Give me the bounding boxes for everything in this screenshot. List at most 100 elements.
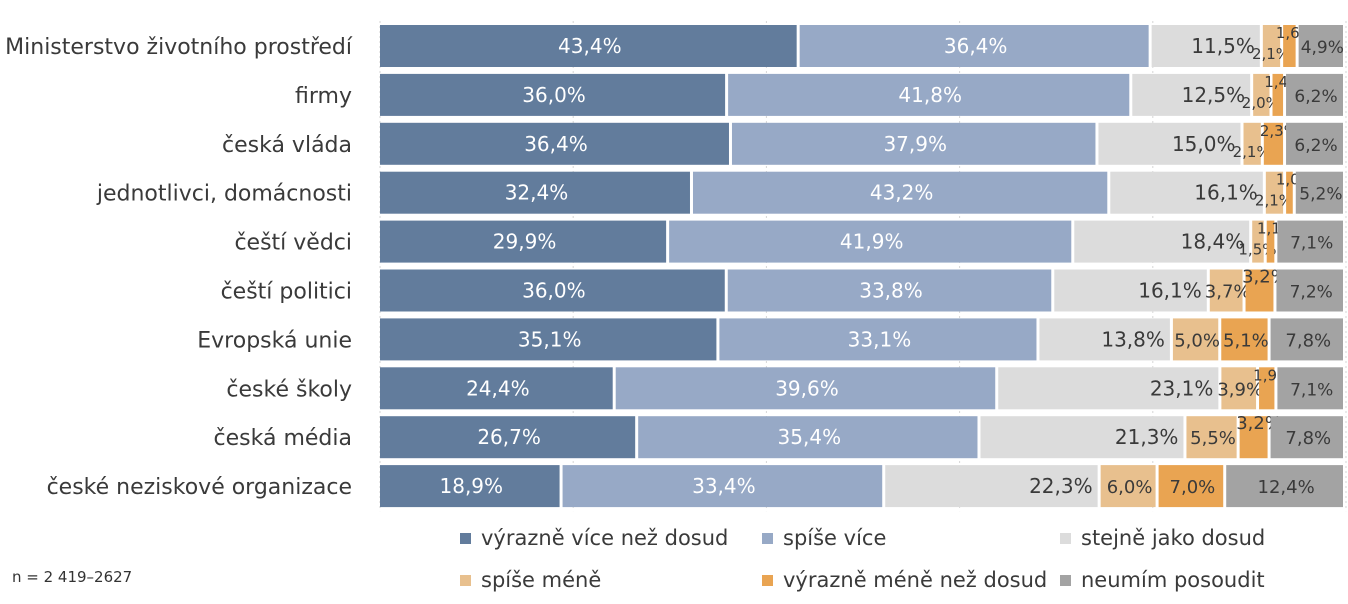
data-label-s5-r3: 5,2% [1299, 185, 1342, 205]
bar-s5-r3 [1295, 171, 1343, 214]
bar-s2-r4 [1074, 220, 1250, 263]
data-label-s0-r1: 36,0% [522, 83, 586, 107]
data-label-s4-r6: 5,1% [1223, 330, 1269, 351]
bar-s5-r1 [1286, 73, 1343, 116]
bar-s3-r9 [1100, 465, 1156, 508]
data-label-s0-r9: 18,9% [440, 474, 504, 498]
legend-swatch-0 [460, 532, 471, 544]
category-label-0: Ministerstvo životního prostředí [5, 35, 353, 60]
category-label-8: česká média [214, 426, 352, 451]
bar-s1-r0 [799, 25, 1149, 67]
bar-s3-r7 [1221, 367, 1257, 410]
sample-size-note: n = 2 419–2627 [12, 568, 133, 586]
bar-s0-r9 [380, 465, 560, 508]
bar-s0-r7 [380, 367, 613, 410]
bar-s1-r3 [692, 171, 1108, 214]
data-label-s5-r8: 7,8% [1285, 428, 1331, 449]
bar-s3-r6 [1172, 318, 1219, 361]
bar-s5-r7 [1277, 367, 1343, 410]
data-label-s2-r6: 13,8% [1101, 327, 1165, 351]
bar-s0-r4 [380, 220, 667, 263]
bar-s4-r9 [1158, 465, 1224, 508]
data-label-s0-r8: 26,7% [477, 425, 541, 449]
data-label-s2-r4: 18,4% [1181, 230, 1245, 254]
bar-s3-r5 [1209, 269, 1243, 312]
legend-swatch-5 [1060, 574, 1071, 586]
legend-item-4: výrazně méně než dosud [762, 566, 1047, 594]
bar-s1-r6 [719, 318, 1037, 361]
legend-item-2: stejně jako dosud [1060, 524, 1265, 552]
data-label-s0-r4: 29,9% [493, 230, 557, 254]
legend-item-0: výrazně více než dosud [460, 524, 728, 552]
bar-s2-r1 [1132, 73, 1251, 116]
category-label-4: čeští vědci [234, 231, 352, 256]
bar-s0-r1 [380, 73, 726, 116]
bar-s2-r3 [1110, 171, 1263, 214]
category-label-5: čeští politici [221, 280, 352, 305]
data-label-s0-r0: 43,4% [558, 34, 622, 58]
bar-s2-r6 [1039, 318, 1170, 361]
data-label-s4-r9: 7,0% [1170, 477, 1216, 498]
bar-s4-r7 [1259, 367, 1275, 410]
data-label-s3-r2: 2,1% [1233, 143, 1271, 161]
bar-s2-r5 [1054, 269, 1207, 312]
bar-s1-r9 [562, 465, 883, 508]
data-label-s1-r2: 37,9% [883, 132, 947, 156]
bar-s1-r7 [615, 367, 996, 410]
legend-swatch-1 [762, 532, 773, 544]
legend-label-4: výrazně méně než dosud [783, 568, 1048, 592]
bar-s3-r0 [1262, 25, 1281, 67]
data-label-s3-r9: 6,0% [1107, 477, 1153, 498]
data-label-s1-r9: 33,4% [692, 474, 756, 498]
bar-s1-r2 [731, 122, 1096, 165]
data-label-s3-r8: 5,5% [1190, 428, 1236, 449]
bar-s3-r1 [1253, 73, 1270, 116]
bar-s0-r2 [380, 122, 729, 165]
bar-s4-r3 [1286, 171, 1293, 214]
bar-s2-r9 [885, 465, 1098, 508]
data-label-s1-r0: 36,4% [944, 34, 1008, 58]
bar-s3-r4 [1252, 220, 1264, 263]
legend-swatch-3 [460, 574, 471, 586]
data-label-s5-r7: 7,1% [1290, 380, 1333, 400]
bar-s1-r8 [638, 416, 978, 459]
data-label-s2-r8: 21,3% [1115, 425, 1179, 449]
data-label-s0-r2: 36,4% [524, 132, 588, 156]
bar-s4-r0 [1283, 25, 1296, 67]
bar-s4-r1 [1272, 73, 1284, 116]
bar-s1-r4 [669, 220, 1072, 263]
bar-s0-r6 [380, 318, 717, 361]
category-label-7: české školy [226, 377, 352, 402]
data-label-s1-r8: 35,4% [778, 425, 842, 449]
bar-s5-r0 [1298, 25, 1343, 67]
legend-item-1: spíše více [762, 524, 886, 552]
bar-s4-r8 [1239, 416, 1268, 459]
bar-s5-r2 [1286, 122, 1343, 165]
legend-label-1: spíše více [783, 526, 887, 550]
data-label-s5-r5: 7,2% [1290, 283, 1333, 303]
bar-s3-r2 [1243, 122, 1261, 165]
data-label-s1-r7: 39,6% [775, 376, 839, 400]
data-label-s2-r7: 23,1% [1150, 376, 1214, 400]
bar-s2-r2 [1098, 122, 1241, 165]
data-label-s0-r5: 36,0% [522, 279, 586, 303]
data-label-s1-r5: 33,8% [859, 279, 923, 303]
data-label-s5-r0: 4,9% [1301, 38, 1344, 58]
data-label-s5-r1: 6,2% [1294, 87, 1337, 107]
legend-label-0: výrazně více než dosud [481, 526, 729, 550]
data-label-s3-r3: 2,1% [1255, 192, 1293, 210]
data-label-s5-r2: 6,2% [1294, 136, 1337, 156]
bar-s0-r0 [380, 25, 797, 67]
legend-label-2: stejně jako dosud [1081, 526, 1266, 550]
data-label-s4-r5: 3,2% [1242, 267, 1288, 288]
data-label-s5-r6: 7,8% [1285, 330, 1331, 351]
data-label-s1-r1: 41,8% [898, 83, 962, 107]
bar-s2-r8 [980, 416, 1184, 459]
bar-s5-r6 [1270, 318, 1343, 361]
data-label-s2-r0: 11,5% [1191, 34, 1255, 58]
legend-item-3: spíše méně [460, 566, 601, 594]
bar-s4-r6 [1221, 318, 1268, 361]
data-label-s1-r4: 41,9% [840, 230, 904, 254]
bar-s4-r2 [1263, 122, 1284, 165]
